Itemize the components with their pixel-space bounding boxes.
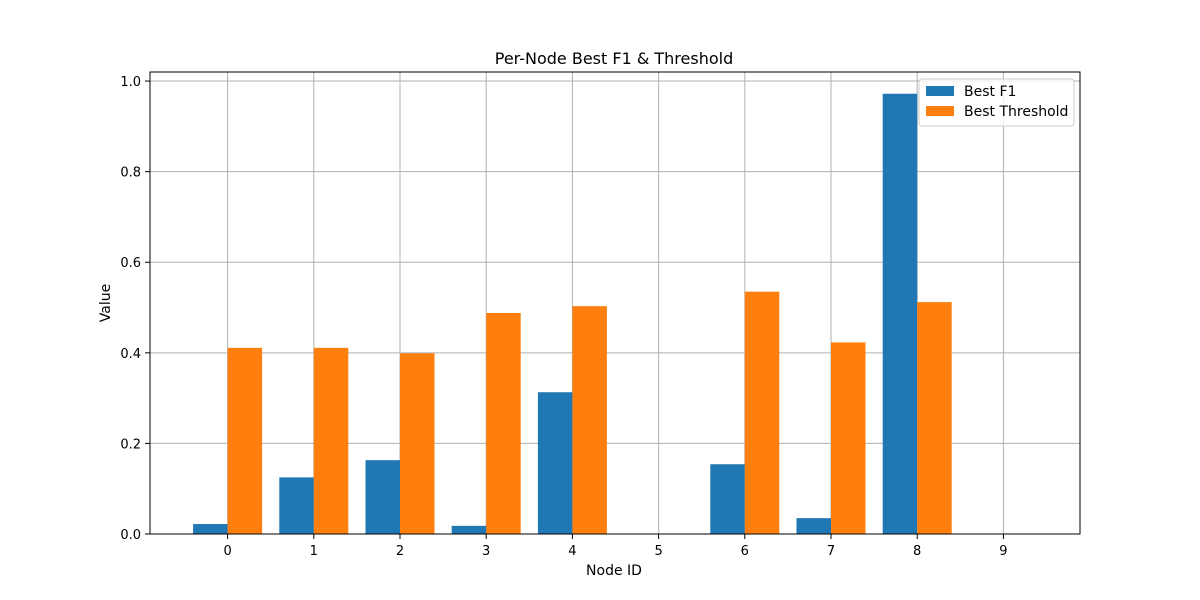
bar-best-threshold — [227, 347, 263, 534]
y-tick-label: 0.4 — [120, 347, 141, 362]
bar-best-threshold — [400, 353, 435, 534]
legend-swatch-best-threshold — [926, 106, 954, 116]
bar-best-threshold — [313, 347, 349, 534]
y-tick-label: 0.0 — [120, 528, 141, 543]
bar-best-f1 — [796, 518, 831, 534]
legend: Best F1 Best Threshold — [918, 78, 1075, 127]
x-tick-label: 2 — [396, 544, 404, 559]
x-tick-label: 6 — [741, 544, 749, 559]
legend-swatch-best-f1 — [926, 86, 954, 96]
x-tick-label: 1 — [310, 544, 318, 559]
y-tick-label: 0.8 — [120, 166, 141, 181]
x-axis-label: Node ID — [586, 563, 642, 579]
x-tick-label: 5 — [654, 544, 662, 559]
bar-best-f1 — [365, 460, 400, 534]
y-axis-label: Value — [98, 284, 114, 322]
legend-box — [918, 78, 1075, 127]
bar-best-f1 — [882, 93, 918, 534]
bar-best-threshold — [572, 306, 607, 534]
x-tick-label: 8 — [913, 544, 921, 559]
y-tick-label: 1.0 — [120, 75, 141, 90]
plot-frame — [149, 71, 1081, 535]
legend-label-best-f1: Best F1 — [964, 84, 1016, 100]
bar-best-f1 — [193, 524, 228, 534]
legend-label-best-threshold: Best Threshold — [964, 104, 1068, 120]
bar-best-f1 — [537, 392, 573, 534]
y-tick-label: 0.6 — [120, 256, 141, 271]
x-tick-label: 3 — [482, 544, 490, 559]
bar-best-f1 — [279, 477, 314, 534]
bar-best-threshold — [744, 291, 780, 534]
y-axis-ticks: 0.0 0.2 0.4 0.6 0.8 1.0 — [120, 75, 150, 543]
bar-best-f1 — [451, 525, 487, 534]
x-tick-label: 0 — [223, 544, 231, 559]
bar-best-threshold — [486, 312, 521, 534]
y-tick-label: 0.2 — [120, 437, 141, 452]
x-axis-ticks: 0 1 2 3 4 5 6 7 8 9 — [223, 534, 1008, 559]
bar-best-threshold — [917, 302, 952, 534]
x-tick-label: 9 — [999, 544, 1007, 559]
x-tick-label: 4 — [568, 544, 576, 559]
chart-title: Per-Node Best F1 & Threshold — [495, 49, 734, 68]
bars — [193, 93, 952, 534]
x-tick-label: 7 — [827, 544, 835, 559]
bar-best-f1 — [710, 464, 745, 534]
bar-best-threshold — [831, 342, 866, 534]
